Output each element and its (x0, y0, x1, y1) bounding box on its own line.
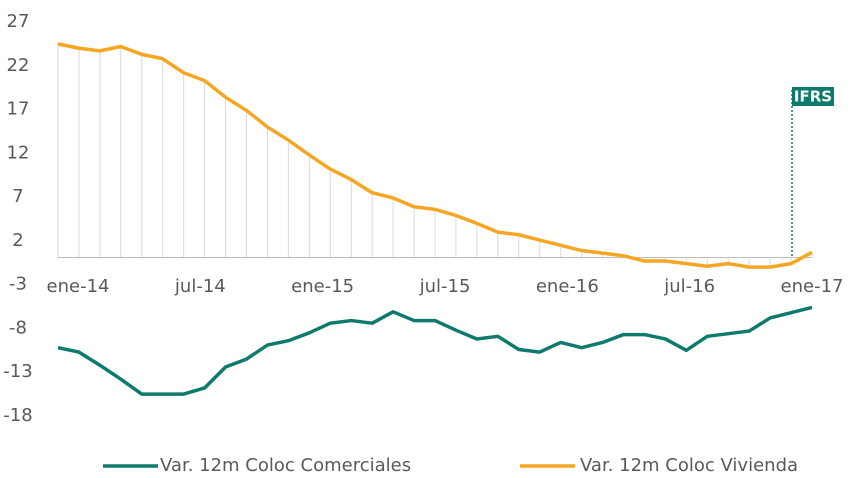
annotation: IFRS (794, 88, 832, 106)
x-tick-label: jul-14 (174, 276, 226, 297)
x-tick-label: ene-16 (536, 276, 599, 297)
x-tick-label: ene-15 (291, 276, 354, 297)
y-tick-label: 27 (7, 11, 30, 32)
x-tick-label: ene-17 (781, 276, 844, 297)
x-tick-label: jul-16 (663, 276, 715, 297)
y-tick-label: 12 (7, 142, 30, 163)
ifrs-box (792, 87, 834, 106)
series-line (57, 305, 813, 396)
y-tick-label: -3 (9, 274, 27, 295)
drop-lines (57, 43, 813, 268)
legend-label: Var. 12m Coloc Vivienda (580, 455, 798, 476)
y-tick-label: 2 (12, 230, 23, 251)
y-tick-label: -18 (3, 405, 32, 426)
legend-label: Var. 12m Coloc Comerciales (160, 455, 411, 476)
legend: Var. 12m Coloc Comerciales Var. 12m Coloc… (103, 455, 798, 476)
y-tick-label: 7 (12, 186, 23, 207)
x-tick-label: jul-15 (419, 276, 471, 297)
y-tick-label: -8 (9, 317, 27, 338)
series-line (57, 42, 813, 269)
y-tick-label: -13 (3, 361, 32, 382)
lines (57, 42, 813, 396)
y-tick-label: 22 (7, 55, 30, 76)
x-tick-label: ene-14 (47, 276, 110, 297)
y-tick-label: 17 (7, 99, 30, 120)
